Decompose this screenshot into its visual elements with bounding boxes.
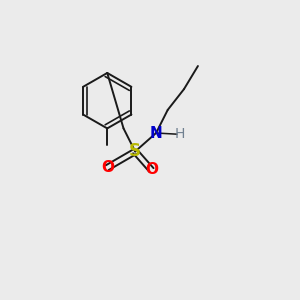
Text: O: O: [145, 163, 158, 178]
Text: O: O: [101, 160, 114, 175]
Text: S: S: [129, 142, 141, 160]
Text: H: H: [174, 127, 184, 141]
Text: N: N: [150, 125, 163, 140]
